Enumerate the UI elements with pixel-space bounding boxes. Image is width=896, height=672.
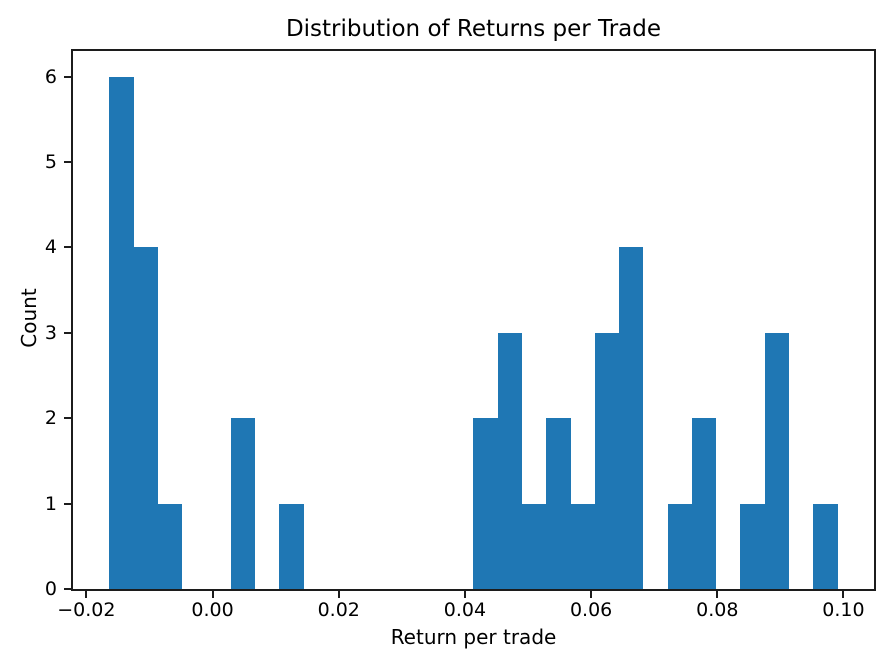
bars-layer [73,51,874,589]
x-tick-label: 0.06 [569,599,613,621]
y-tick-mark [64,161,71,164]
histogram-bar [158,504,182,589]
y-tick-mark [64,588,71,590]
y-tick-label: 2 [44,407,57,430]
x-axis-label: Return per trade [390,625,557,649]
histogram-bar [279,504,304,589]
x-tick-mark [716,591,719,598]
histogram-bar [619,247,643,589]
y-tick-mark [64,75,71,78]
histogram-bar [740,504,765,589]
x-tick-label: 0.04 [443,599,487,621]
histogram-bar [134,247,158,589]
histogram-bar [595,333,619,589]
y-tick-label: 0 [44,578,57,600]
plot-area [71,49,876,591]
x-tick-label: 0.00 [191,599,234,621]
x-tick-mark [211,591,214,598]
histogram-bar [473,418,498,589]
x-tick-mark [85,591,88,598]
x-tick-label: 0.10 [822,599,865,621]
x-tick-label: −0.02 [57,599,116,621]
histogram-bar [231,418,255,589]
histogram-bar [692,418,716,589]
histogram-bar [668,504,692,589]
y-tick-label: 5 [44,151,57,174]
chart-title: Distribution of Returns per Trade [285,16,662,42]
histogram-bar [813,504,838,589]
x-tick-mark [463,591,466,598]
x-tick-mark [337,591,340,598]
y-tick-mark [64,417,71,420]
histogram-bar [765,333,789,589]
histogram-bar [571,504,595,589]
y-axis-label: Count [17,288,41,348]
y-tick-mark [64,331,71,334]
x-tick-mark [842,591,845,598]
y-tick-label: 4 [44,236,57,259]
x-tick-mark [590,591,593,598]
histogram-bar [522,504,546,589]
y-tick-mark [64,502,71,505]
histogram-bar [498,333,522,589]
x-tick-label: 0.08 [696,599,739,621]
y-tick-label: 3 [44,321,57,344]
y-tick-label: 6 [44,65,57,88]
y-tick-mark [64,246,71,249]
x-tick-label: 0.02 [317,599,360,621]
y-tick-label: 1 [44,492,57,515]
histogram-bar [109,77,134,589]
histogram-bar [546,418,571,589]
